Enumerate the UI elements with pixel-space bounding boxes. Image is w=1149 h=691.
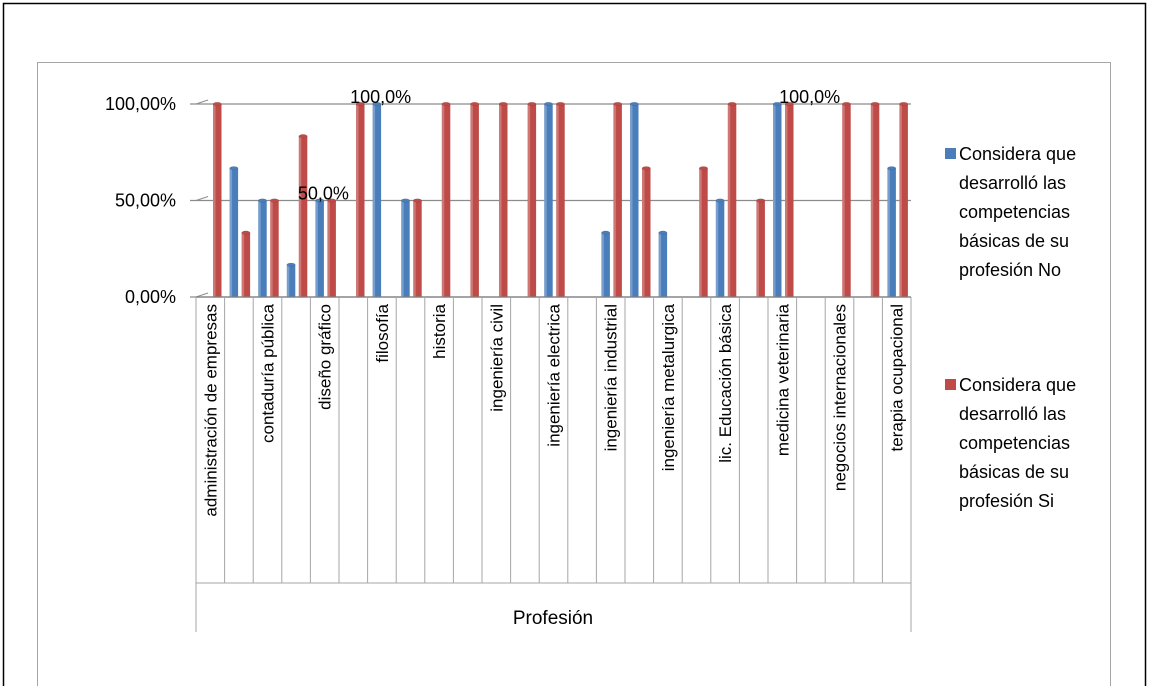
bar-red	[528, 102, 537, 297]
category-label: filosofía	[373, 303, 392, 362]
bar-red	[899, 102, 908, 297]
bar-red	[728, 102, 737, 297]
legend: Considera que desarrolló las competencias b…	[945, 144, 1076, 511]
legend-label-line: desarrolló las	[959, 173, 1066, 193]
category-label: medicina veterinaria	[773, 303, 792, 456]
bar-red	[756, 199, 765, 297]
legend-label-line: Considera que	[959, 144, 1076, 164]
category-label: negocios internacionales	[831, 304, 850, 491]
legend-item-blue: Considera que desarrolló las competencias b…	[945, 144, 1076, 280]
data-label: 100,0%	[779, 87, 840, 107]
category-label: historia	[430, 303, 449, 358]
legend-label-line: Considera que	[959, 375, 1076, 395]
category-label: ingeniería civil	[487, 304, 506, 412]
category-label: terapia ocupacional	[888, 304, 907, 451]
legend-item-red: Considera que desarrolló las competencias b…	[945, 375, 1076, 511]
bar-blue	[373, 102, 382, 297]
bar-red	[613, 102, 622, 297]
legend-label-line: competencias	[959, 202, 1070, 222]
bar-red	[642, 166, 651, 297]
bar-blue	[544, 102, 553, 297]
legend-swatch	[945, 148, 956, 159]
bar-blue	[887, 166, 896, 297]
bar-red	[699, 166, 708, 297]
bar-blue	[601, 231, 610, 297]
y-axis-tick-labels: 0,00% 50,00% 100,00%	[105, 94, 176, 307]
bar-red	[470, 102, 479, 297]
data-label: 50,0%	[298, 184, 349, 204]
bar-red	[785, 102, 794, 297]
category-labels: administración de empresas contaduría púb…	[201, 303, 906, 516]
bar-red	[442, 102, 451, 297]
legend-label-line: profesión No	[959, 260, 1061, 280]
data-label: 100,0%	[350, 87, 411, 107]
bar-red	[270, 199, 279, 297]
legend-label-line: básicas de su	[959, 462, 1069, 482]
legend-label-line: desarrolló las	[959, 404, 1066, 424]
bar-red	[556, 102, 565, 297]
bar-blue	[315, 199, 324, 297]
category-label: lic. Educación básica	[716, 303, 735, 462]
legend-label-line: profesión Si	[959, 491, 1054, 511]
category-label: ingeniería electrica	[545, 303, 564, 446]
legend-label-line: competencias	[959, 433, 1070, 453]
bar-blue	[773, 102, 782, 297]
bar-red	[299, 134, 308, 297]
bar-red	[213, 102, 222, 297]
bar-blue	[401, 199, 410, 297]
legend-label-line: básicas de su	[959, 231, 1069, 251]
legend-swatch	[945, 379, 956, 390]
bar-blue	[630, 102, 639, 297]
bar-red	[499, 102, 508, 297]
bar-red	[871, 102, 880, 297]
bar-red	[842, 102, 851, 297]
x-axis-title: Profesión	[513, 608, 593, 629]
category-label: ingeniería industrial	[602, 304, 621, 451]
bar-blue	[716, 199, 725, 297]
y-tick-label: 0,00%	[125, 287, 176, 307]
category-label: ingeniería metalurgica	[659, 303, 678, 471]
category-label: contaduría pública	[259, 303, 278, 442]
bar-red	[327, 199, 336, 297]
bar-blue	[230, 166, 239, 297]
category-label: administración de empresas	[201, 304, 220, 517]
bar-blue	[258, 199, 267, 297]
y-tick-label: 50,00%	[115, 191, 176, 211]
bar-red	[413, 199, 422, 297]
bar-red	[242, 231, 251, 297]
bar-blue	[659, 231, 668, 297]
bar-red	[356, 102, 365, 297]
category-label: diseño gráfico	[316, 304, 335, 410]
bar-blue	[287, 263, 296, 297]
y-tick-label: 100,00%	[105, 94, 176, 114]
